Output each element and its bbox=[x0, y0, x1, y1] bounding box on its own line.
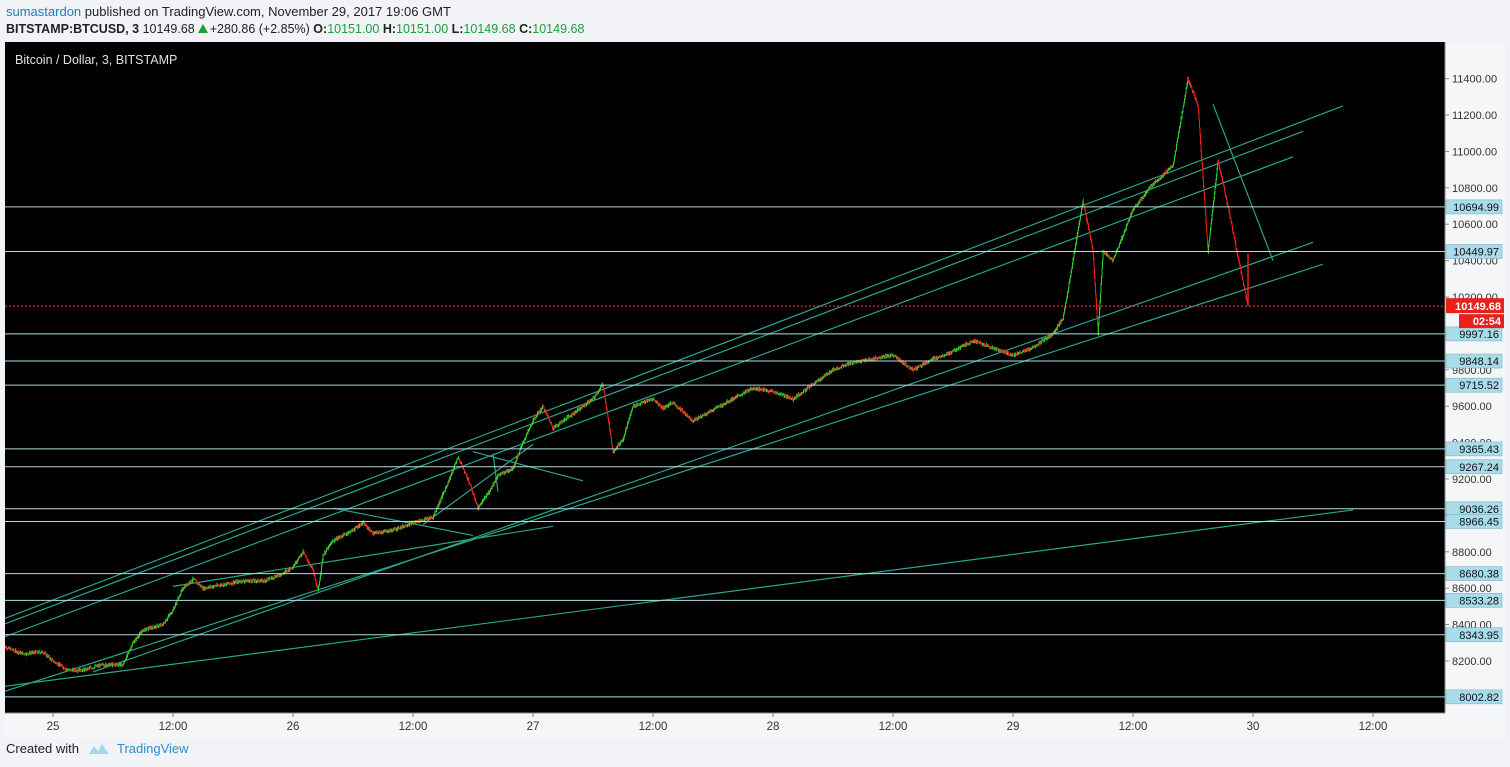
time-scale[interactable] bbox=[5, 713, 1505, 739]
chart-title: Bitcoin / Dollar, 3, BITSTAMP bbox=[15, 53, 177, 67]
price-chart[interactable]: 8200.008400.008600.008800.009000.009200.… bbox=[5, 42, 1505, 739]
open-label: O: bbox=[313, 22, 328, 36]
level-label-box-10 bbox=[1445, 593, 1503, 608]
y-tick-label-16: 11400.00 bbox=[1452, 74, 1497, 86]
x-tick-label-9: 12:00 bbox=[1119, 721, 1148, 733]
level-label-0: 10694.99 bbox=[1453, 202, 1499, 214]
trendline-9 bbox=[472, 451, 584, 482]
price-scale[interactable] bbox=[1445, 42, 1505, 713]
published-text: published on TradingView.com, November 2… bbox=[84, 4, 451, 19]
level-label-3: 9848.14 bbox=[1459, 356, 1499, 368]
level-label-box-0 bbox=[1445, 199, 1503, 215]
trendline-3 bbox=[5, 263, 1324, 692]
trendline-0 bbox=[5, 105, 1344, 620]
footer: Created with TradingView bbox=[6, 741, 189, 756]
level-labels: 10694.99 10449.97 9997.16 9848.14 9715.52 936… bbox=[1445, 199, 1504, 705]
level-label-box-4 bbox=[1445, 377, 1503, 393]
close-label: C: bbox=[519, 22, 533, 36]
level-label-2: 9997.16 bbox=[1459, 329, 1499, 341]
triangle-up-icon bbox=[197, 24, 208, 33]
x-tick-label-0: 25 bbox=[47, 721, 60, 733]
last-price: 10149.68 bbox=[142, 22, 195, 36]
ohlc-line: BITSTAMP:BTCUSD, 3 10149.68 +280.86 (+2.8… bbox=[6, 22, 584, 36]
trendline-10 bbox=[492, 453, 499, 492]
y-tick-label-2: 8600.00 bbox=[1452, 583, 1492, 595]
y-tick-label-7: 9600.00 bbox=[1452, 401, 1492, 413]
current-price-label-box bbox=[1446, 298, 1504, 314]
trendline-6 bbox=[172, 525, 554, 587]
trendline-8 bbox=[422, 443, 534, 525]
level-label-box-5 bbox=[1445, 441, 1503, 457]
x-tick-label-4: 27 bbox=[527, 721, 540, 733]
level-label-box-6 bbox=[1445, 459, 1503, 475]
x-tick-label-6: 28 bbox=[767, 721, 780, 733]
level-label-5: 9365.43 bbox=[1459, 444, 1499, 456]
author-link[interactable]: sumastardon bbox=[6, 4, 82, 19]
level-label-box-12 bbox=[1445, 689, 1503, 705]
y-tick-label-0: 8200.00 bbox=[1452, 656, 1492, 668]
level-label-12: 8002.82 bbox=[1459, 692, 1499, 704]
level-label-8: 8966.45 bbox=[1459, 517, 1499, 529]
level-label-9: 8680.38 bbox=[1459, 569, 1499, 581]
trendline-5 bbox=[5, 509, 1354, 687]
low-label: L: bbox=[451, 22, 464, 36]
x-tick-label-1: 12:00 bbox=[159, 721, 188, 733]
close-value: 10149.68 bbox=[532, 22, 585, 36]
y-tick-label-5: 9200.00 bbox=[1452, 474, 1492, 486]
trendline-11 bbox=[1212, 103, 1274, 261]
level-label-box-1 bbox=[1445, 244, 1503, 259]
y-tick-label-3: 8800.00 bbox=[1452, 547, 1492, 559]
countdown-label: 02:54 bbox=[1473, 316, 1502, 328]
tradingview-cloud-icon bbox=[88, 743, 109, 754]
x-tick-label-5: 12:00 bbox=[639, 721, 668, 733]
level-label-7: 9036.26 bbox=[1459, 504, 1499, 516]
x-tick-label-3: 12:00 bbox=[399, 721, 428, 733]
level-label-6: 9267.24 bbox=[1459, 462, 1499, 474]
published-line: sumastardon published on TradingView.com… bbox=[6, 4, 451, 19]
level-label-box-11 bbox=[1445, 627, 1503, 643]
level-label-11: 8343.95 bbox=[1459, 630, 1499, 642]
x-tick-label-11: 12:00 bbox=[1359, 721, 1388, 733]
countdown-box bbox=[1459, 314, 1504, 329]
horizontal-levels bbox=[5, 206, 1445, 698]
plot-background bbox=[5, 42, 1445, 713]
low-value: 10149.68 bbox=[463, 22, 516, 36]
x-tick-label-7: 12:00 bbox=[879, 721, 908, 733]
y-tick-label-12: 10600.00 bbox=[1452, 219, 1498, 231]
high-label: H: bbox=[382, 22, 397, 36]
created-with-text: Created with bbox=[6, 741, 79, 756]
tradingview-link[interactable]: TradingView bbox=[116, 741, 189, 756]
x-tick-label-8: 29 bbox=[1007, 721, 1020, 733]
level-label-box-9 bbox=[1445, 566, 1503, 581]
level-label-4: 9715.52 bbox=[1459, 380, 1499, 392]
level-label-1: 10449.97 bbox=[1453, 247, 1499, 259]
x-tick-label-2: 26 bbox=[287, 721, 300, 733]
y-tick-label-15: 11200.00 bbox=[1452, 110, 1497, 122]
y-tick-label-13: 10800.00 bbox=[1452, 183, 1498, 195]
current-price-label: 10149.68 bbox=[1455, 301, 1501, 313]
high-value: 10151.00 bbox=[396, 22, 449, 36]
x-axis-ticks: 25 12:00 26 12:00 27 12:00 28 12:00 29 12:00 30 12:… bbox=[47, 713, 1388, 733]
level-label-10: 8533.28 bbox=[1459, 595, 1499, 607]
price-change: +280.86 (+2.85%) bbox=[209, 22, 310, 36]
level-label-box-8 bbox=[1445, 514, 1503, 529]
y-tick-label-14: 11000.00 bbox=[1452, 146, 1497, 158]
x-tick-label-10: 30 bbox=[1247, 721, 1260, 733]
level-label-box-3 bbox=[1445, 353, 1503, 369]
open-value: 10151.00 bbox=[327, 22, 380, 36]
symbol-label: BITSTAMP:BTCUSD, 3 bbox=[6, 22, 140, 36]
